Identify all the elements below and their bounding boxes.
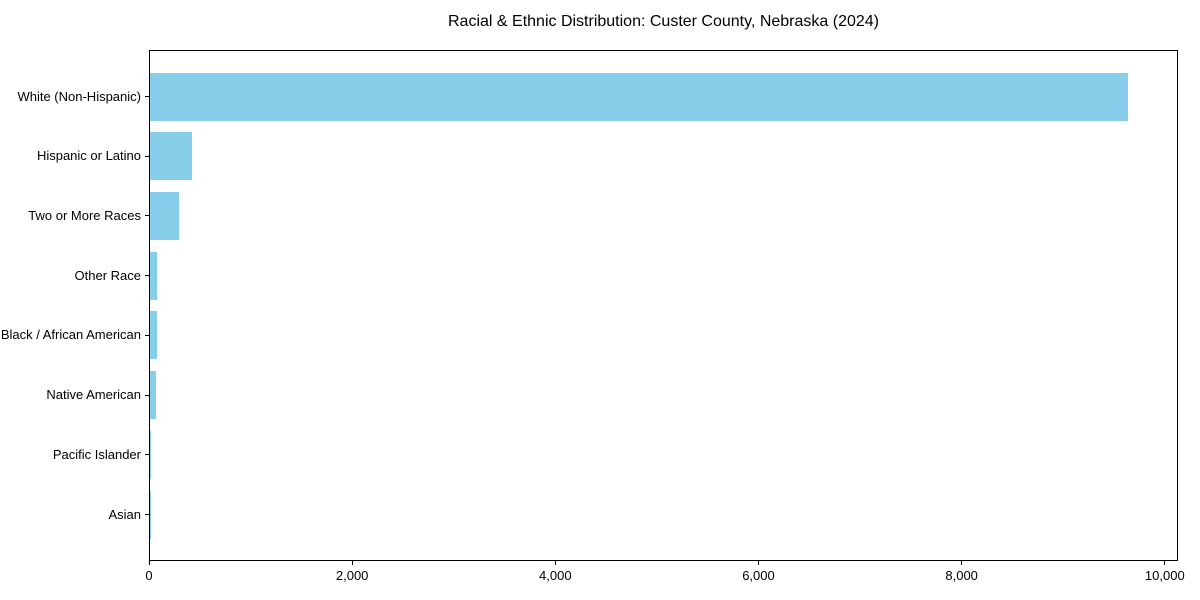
y-axis-tick bbox=[145, 215, 149, 217]
bar bbox=[150, 251, 158, 300]
y-axis-label: Pacific Islander bbox=[52, 446, 141, 462]
x-axis-tick bbox=[554, 561, 556, 565]
x-axis-tick bbox=[757, 561, 759, 565]
x-axis-tick-label: 10,000 bbox=[1144, 568, 1185, 583]
y-axis-label: Asian bbox=[108, 506, 141, 522]
y-axis-tick bbox=[145, 454, 149, 456]
bar bbox=[150, 191, 179, 240]
chart-title: Racial & Ethnic Distribution: Custer Cou… bbox=[448, 13, 879, 30]
y-axis-tick bbox=[145, 334, 149, 336]
y-axis-tick bbox=[145, 514, 149, 515]
y-axis-label: Native American bbox=[46, 387, 141, 403]
y-axis-label: Black / African American bbox=[0, 327, 141, 343]
x-axis-tick bbox=[961, 561, 963, 565]
x-axis-tick-label: 4,000 bbox=[539, 568, 572, 583]
x-axis-tick bbox=[148, 561, 150, 565]
y-axis-tick bbox=[145, 275, 149, 277]
y-axis-label: Other Race bbox=[74, 267, 141, 283]
x-axis-tick-label: 2,000 bbox=[335, 568, 369, 583]
y-axis-tick bbox=[145, 96, 149, 97]
y-axis-label: Hispanic or Latino bbox=[36, 148, 141, 164]
plot-area bbox=[149, 50, 1178, 561]
y-axis-tick bbox=[145, 155, 149, 157]
bar bbox=[150, 371, 156, 420]
bar bbox=[150, 132, 193, 181]
bar bbox=[150, 72, 1129, 121]
y-axis-label: White (Non-Hispanic) bbox=[17, 88, 141, 104]
y-axis-label: Two or More Races bbox=[28, 207, 141, 223]
y-axis-tick bbox=[145, 394, 149, 396]
x-axis-tick-label: 0 bbox=[145, 568, 153, 583]
x-axis-tick-label: 6,000 bbox=[742, 568, 775, 583]
x-axis-tick bbox=[1164, 561, 1166, 565]
bar bbox=[150, 311, 157, 360]
x-axis-tick bbox=[351, 561, 353, 565]
x-axis-tick-label: 8,000 bbox=[945, 568, 978, 583]
